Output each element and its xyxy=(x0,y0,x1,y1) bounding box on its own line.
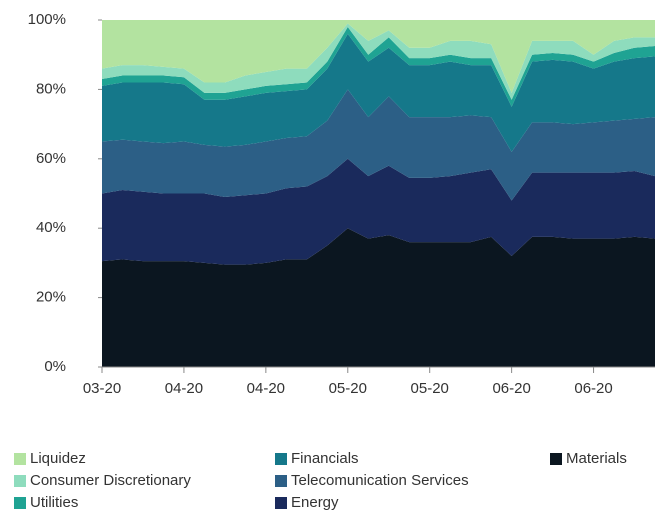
legend-label: Consumer Discretionary xyxy=(30,472,191,489)
area xyxy=(102,228,655,367)
legend-label: Utilities xyxy=(30,494,78,511)
y-tick-label: 20% xyxy=(36,289,66,306)
x-tick-label: 05-20 xyxy=(411,380,449,397)
area xyxy=(102,89,655,201)
x-tick-label: 06-20 xyxy=(492,380,530,397)
x-tick-label: 03-20 xyxy=(83,380,121,397)
y-tick-label: 40% xyxy=(36,219,66,236)
legend-swatch xyxy=(275,475,287,487)
area xyxy=(102,33,655,152)
x-tick-label: 04-20 xyxy=(247,380,285,397)
legend-swatch xyxy=(14,497,26,509)
legend-label: Energy xyxy=(291,494,339,511)
legend-swatch xyxy=(14,453,26,465)
x-tick-label: 04-20 xyxy=(165,380,203,397)
legend-label: Financials xyxy=(291,450,359,467)
legend-swatch xyxy=(275,453,287,465)
area xyxy=(102,23,655,100)
y-tick-label: 0% xyxy=(44,358,66,375)
y-tick-label: 60% xyxy=(36,150,66,167)
legend-label: Telecomunication Services xyxy=(291,472,469,489)
y-tick-label: 100% xyxy=(28,11,66,28)
legend-swatch xyxy=(275,497,287,509)
y-tick-label: 80% xyxy=(36,80,66,97)
legend-label: Materials xyxy=(566,450,627,467)
area xyxy=(102,20,655,93)
legend-swatch xyxy=(14,475,26,487)
legend-label: Liquidez xyxy=(30,450,86,467)
area xyxy=(102,158,655,265)
x-tick-label: 05-20 xyxy=(329,380,367,397)
legend-swatch xyxy=(550,453,562,465)
x-tick-label: 06-20 xyxy=(574,380,612,397)
